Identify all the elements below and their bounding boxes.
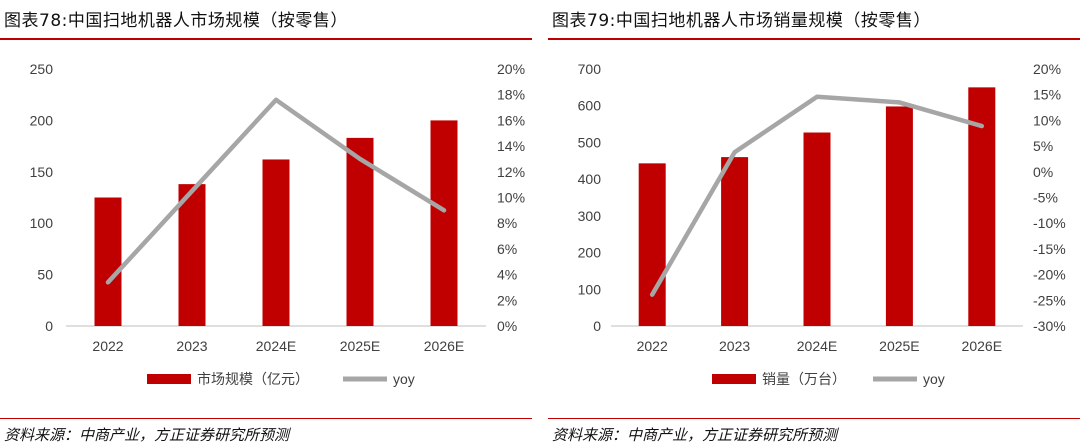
y-right-tick-label: -10% [1033,215,1066,231]
y-left-tick-label: 400 [578,171,602,187]
y-left-tick-label: 150 [30,164,54,180]
y-left-tick-label: 100 [30,215,54,231]
x-tick-label: 2022 [92,338,123,354]
source-divider [548,418,1080,419]
y-right-tick-label: 10% [1033,112,1061,128]
bar [94,197,122,326]
y-right-tick-label: 0% [1033,164,1053,180]
x-tick-label: 2026E [424,338,464,354]
legend-bar-swatch [147,374,191,384]
source-divider [0,418,532,419]
legend-bar-label: 市场规模（亿元） [197,371,309,387]
y-left-tick-label: 100 [578,281,602,297]
source-note: 资料来源：中商产业，方正证券研究所预测 [4,426,290,444]
y-left-tick-label: 200 [578,245,602,261]
y-right-tick-label: 10% [497,190,525,206]
legend-line-label: yoy [923,371,945,387]
chart-title: 图表78:中国扫地机器人市场规模（按零售） [4,11,348,31]
y-left-tick-label: 0 [45,318,53,334]
y-right-tick-label: 2% [497,292,517,308]
bar [803,132,831,326]
x-tick-label: 2023 [719,338,750,354]
chart-title: 图表79:中国扫地机器人市场销量规模（按零售） [552,11,931,31]
y-right-tick-label: -20% [1033,267,1066,283]
legend-bar-swatch [712,374,756,384]
bar [885,106,913,326]
y-right-tick-label: 12% [497,164,525,180]
chart-panel-sales-volume: 图表79:中国扫地机器人市场销量规模（按零售） 0 100 200 300 400 500… [548,0,1080,448]
x-tick-label: 2023 [176,338,207,354]
y-left-tick-label: 0 [593,318,601,334]
x-tick-label: 2024E [797,338,837,354]
market-size-chart: 0 50 100 150 200 250 0% 2% 4% 6% 8% 10% 12% 14% 16% 18%… [30,61,525,387]
y-right-tick-label: 15% [1033,87,1061,103]
y-right-tick-label: 6% [497,241,517,257]
y-left-tick-label: 200 [30,112,54,128]
y-right-tick-label: -5% [1033,190,1058,206]
y-left-tick-label: 300 [578,208,602,224]
y-right-tick-label: 18% [497,87,525,103]
y-right-tick-label: -15% [1033,241,1066,257]
y-left-tick-label: 500 [578,134,602,150]
y-right-tick-label: 16% [497,112,525,128]
bar [721,157,749,326]
bar [178,184,206,326]
chart-panel-market-size: 图表78:中国扫地机器人市场规模（按零售） 0 50 100 150 200 250 0% 2… [0,0,532,448]
x-tick-label: 2022 [637,338,668,354]
x-tick-label: 2025E [879,338,919,354]
y-left-tick-label: 250 [30,61,54,77]
y-right-tick-label: 8% [497,215,517,231]
y-left-tick-label: 50 [37,267,53,283]
bar [346,137,374,326]
x-tick-label: 2025E [340,338,380,354]
bar [262,159,290,326]
title-divider [548,38,1080,40]
y-right-tick-label: -30% [1033,318,1066,334]
x-tick-label: 2024E [256,338,296,354]
y-right-tick-label: 14% [497,138,525,154]
bar [430,120,458,327]
x-tick-label: 2026E [962,338,1002,354]
bar [638,163,666,326]
legend-line-label: yoy [393,371,415,387]
source-note: 资料来源：中商产业，方正证券研究所预测 [552,426,838,444]
y-left-tick-label: 700 [578,61,602,77]
y-right-tick-label: -25% [1033,292,1066,308]
y-right-tick-label: 5% [1033,138,1053,154]
title-divider [0,38,532,40]
y-right-tick-label: 20% [1033,61,1061,77]
sales-volume-chart: 0 100 200 300 400 500 600 700 -30% -25% -20% -15% -1… [578,61,1066,387]
legend-bar-label: 销量（万台） [762,371,846,387]
y-right-tick-label: 4% [497,267,517,283]
y-left-tick-label: 600 [578,98,602,114]
y-right-tick-label: 20% [497,61,525,77]
y-right-tick-label: 0% [497,318,517,334]
